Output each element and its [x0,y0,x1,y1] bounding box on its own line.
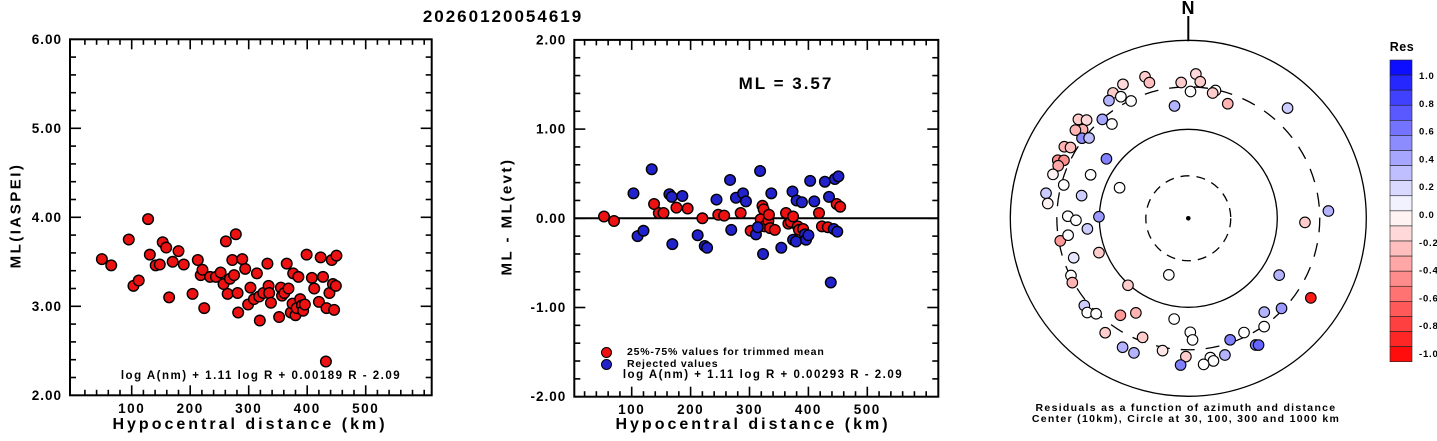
svg-text:-2.00: -2.00 [531,389,567,404]
svg-text:5.00: 5.00 [32,121,62,136]
residual-colorbar: 1.0 0.8 0.6 0.4 0.2 0.0 -0.2 -0.4 -0.6 -0.8 -1.0 [1389,59,1437,362]
event-magnitude-label: ML = 3.57 [738,74,834,93]
svg-text:0.8: 0.8 [1419,99,1435,110]
svg-text:-0.8: -0.8 [1419,321,1437,332]
polar-north-label: N [1181,0,1195,18]
svg-text:200: 200 [677,402,704,417]
polar-caption-line1: Residuals as a function of azimuth and d… [1035,402,1337,414]
plot2-y-axis-label: ML - ML(evt) [498,157,516,276]
svg-text:0.4: 0.4 [1419,154,1435,165]
svg-text:100: 100 [118,401,145,416]
svg-text:500: 500 [854,402,881,417]
residual-scatter-plot: 100 200 300 400 500 -2.00 -1.00 0.00 1.00 2.00 [531,32,940,417]
svg-text:6.00: 6.00 [32,32,62,47]
svg-text:3.00: 3.00 [32,299,62,314]
polar-caption-line2: Center (10km), Circle at 30, 100, 300 an… [1031,413,1341,425]
svg-text:500: 500 [352,401,379,416]
svg-text:-1.00: -1.00 [531,300,567,315]
legend-trimmed-label: 25%-75% values for trimmed mean [627,346,825,358]
svg-text:0.00: 0.00 [536,211,566,226]
svg-text:400: 400 [294,401,321,416]
svg-text:2.00: 2.00 [536,32,566,47]
svg-text:200: 200 [177,401,204,416]
plot2-regression-equation: log A(nm) + 1.11 log R + 0.00293 R - 2.0… [622,369,904,381]
svg-text:300: 300 [736,402,763,417]
svg-text:100: 100 [618,402,645,417]
svg-text:300: 300 [235,401,262,416]
legend-trimmed-dot [601,347,612,358]
svg-text:4.00: 4.00 [32,210,62,225]
polar-residual-plot [1009,16,1367,397]
plot1-y-axis-label: ML(IASPEI) [7,162,25,269]
left-scatter-plot: 100 200 300 400 500 2.00 3.00 4.00 5.00 6.00 [32,32,433,416]
svg-text:0.0: 0.0 [1419,210,1435,221]
plot2-x-axis-label: Hypocentral distance (km) [615,416,891,433]
legend-rejected-dot [601,359,612,370]
svg-text:1.00: 1.00 [536,122,566,137]
legend-rejected-label: Rejected values [627,358,719,370]
svg-text:0.2: 0.2 [1419,182,1435,193]
svg-text:0.6: 0.6 [1419,127,1435,138]
svg-text:1.0: 1.0 [1419,71,1435,82]
plot1-regression-equation: log A(nm) + 1.11 log R + 0.00189 R - 2.0… [120,370,402,382]
colorbar-title: Res [1389,40,1415,54]
event-id-title: 20260120054619 [422,7,584,26]
svg-text:-0.6: -0.6 [1419,293,1437,304]
svg-text:-1.0: -1.0 [1419,349,1437,360]
svg-text:-0.2: -0.2 [1419,238,1437,249]
plot1-x-axis-label: Hypocentral distance (km) [112,416,388,433]
svg-text:2.00: 2.00 [32,388,62,403]
svg-text:400: 400 [795,402,822,417]
svg-text:-0.4: -0.4 [1419,266,1437,277]
